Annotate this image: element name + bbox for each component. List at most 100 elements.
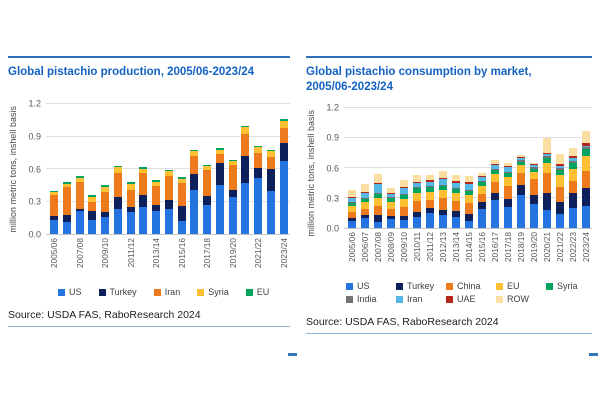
x-tick-label: 2021/22	[253, 238, 264, 268]
bar-segment-syria	[426, 187, 434, 193]
bar-segment-turkey	[101, 212, 110, 217]
bar-2019/20	[530, 108, 538, 228]
bar-segment-row	[400, 180, 408, 187]
consumption-chart-panel: Global pistachio consumption by market, …	[306, 56, 592, 334]
bar-segment-uae	[478, 176, 486, 177]
bar-segment-india	[452, 188, 460, 190]
bar-segment-syria	[452, 189, 460, 194]
legend-label: Iran	[407, 294, 423, 304]
bar-segment-eu	[113, 165, 122, 167]
bar-segment-iran	[491, 165, 499, 169]
x-tick-label: 2008/09	[386, 232, 396, 262]
y-tick-label: 0.9	[326, 132, 339, 143]
bar-segment-turkey	[126, 206, 135, 213]
bar-segment-turkey	[478, 202, 486, 209]
bar-2007/08	[374, 108, 382, 228]
legend-item-iran: Iran	[153, 287, 181, 297]
bar-segment-syria	[530, 169, 538, 172]
bar-2017/18	[203, 104, 212, 234]
legend-label: UAE	[457, 294, 476, 304]
bar-segment-row	[556, 154, 564, 165]
bar-2008/09	[88, 104, 97, 234]
legend-item-us: US	[58, 287, 82, 297]
bar-segment-turkey	[387, 216, 395, 219]
bar-segment-eu	[62, 182, 71, 185]
x-tick-cell	[139, 235, 147, 285]
bar-segment-turkey	[75, 209, 84, 212]
bar-segment-china	[439, 198, 447, 211]
legend-label: Syria	[208, 287, 229, 297]
x-axis-labels: 2005/06 2006/07 2007/08 2008/09 2009/10 2010/…	[344, 229, 592, 279]
bar-segment-syria	[101, 187, 110, 192]
x-tick-cell: 2011/12	[425, 229, 435, 279]
x-tick-cell: 2010/11	[412, 229, 422, 279]
legend-swatch-icon	[58, 288, 65, 296]
x-tick-label: 2005/06	[347, 232, 357, 262]
x-tick-label: 2023/24	[581, 232, 591, 262]
bar-segment-us	[582, 206, 590, 228]
x-tick-cell: 2007/08	[373, 229, 383, 279]
bar-segment-turkey	[413, 212, 421, 217]
bar-segment-china	[556, 187, 564, 202]
bar-segment-us	[62, 222, 71, 234]
legend-item-us: US	[346, 281, 396, 291]
bar-segment-row	[504, 163, 512, 167]
bar-segment-turkey	[491, 193, 499, 200]
x-tick-label: 2019/20	[529, 232, 539, 262]
panel-bottom-rule	[8, 326, 290, 327]
legend-swatch-icon	[346, 295, 353, 303]
y-axis-title-column: million metric tons, inshell basis	[306, 108, 319, 237]
chart-title-line: Global pistachio production, 2005/06-202…	[8, 66, 255, 78]
bar-segment-eu	[152, 179, 161, 183]
bar-segment-us	[387, 219, 395, 228]
bar-segment-syria	[164, 171, 173, 176]
bar-segment-india	[348, 202, 356, 203]
x-tick-cell	[63, 235, 71, 285]
bar-segment-syria	[126, 184, 135, 190]
bar-segment-india	[478, 181, 486, 182]
bar-segment-us	[203, 204, 212, 234]
bar-segment-us	[452, 217, 460, 228]
bar-segment-iran	[88, 201, 97, 212]
legend-label: EU	[507, 281, 520, 291]
bar-segment-iran	[190, 156, 199, 175]
legend-item-iran: Iran	[396, 294, 446, 304]
legend-item-syria: Syria	[197, 287, 229, 297]
bar-segment-row	[530, 163, 538, 164]
bar-segment-eu	[491, 174, 499, 182]
bar-segment-us	[164, 209, 173, 234]
bar-segment-uae	[569, 156, 577, 159]
gridline	[344, 107, 592, 108]
bar-segment-china	[504, 186, 512, 199]
bar-segment-syria	[491, 170, 499, 174]
legend-label: US	[69, 287, 82, 297]
bar-segment-uae	[556, 164, 564, 167]
x-tick-label: 2011/12	[425, 232, 435, 262]
bar-segment-iran	[279, 127, 288, 144]
bar-segment-iran	[126, 189, 135, 207]
bar-segment-syria	[361, 199, 369, 203]
bar-segment-syria	[279, 121, 288, 128]
bar-segment-india	[517, 160, 525, 163]
bar-segment-us	[400, 220, 408, 228]
bar-segment-india	[361, 198, 369, 200]
bar-segment-row	[374, 174, 382, 183]
bar-segment-row	[465, 176, 473, 182]
legend-swatch-icon	[396, 282, 403, 290]
bar-segment-turkey	[530, 195, 538, 204]
x-tick-cell: 2017/18	[503, 229, 513, 279]
bar-segment-us	[101, 216, 110, 234]
bar-segment-china	[465, 203, 473, 214]
bar-segment-us	[517, 195, 525, 228]
bar-segment-turkey	[452, 211, 460, 217]
legend-label: Iran	[164, 287, 181, 297]
bar-segment-eu	[543, 163, 551, 174]
bar-segment-eu	[139, 166, 148, 170]
bar-segment-turkey	[190, 174, 199, 190]
bar-segment-iran	[374, 184, 382, 193]
bar-segment-china	[361, 209, 369, 216]
bar-2010/11	[113, 104, 122, 234]
bar-segment-turkey	[556, 202, 564, 214]
bar-segment-row	[361, 184, 369, 193]
